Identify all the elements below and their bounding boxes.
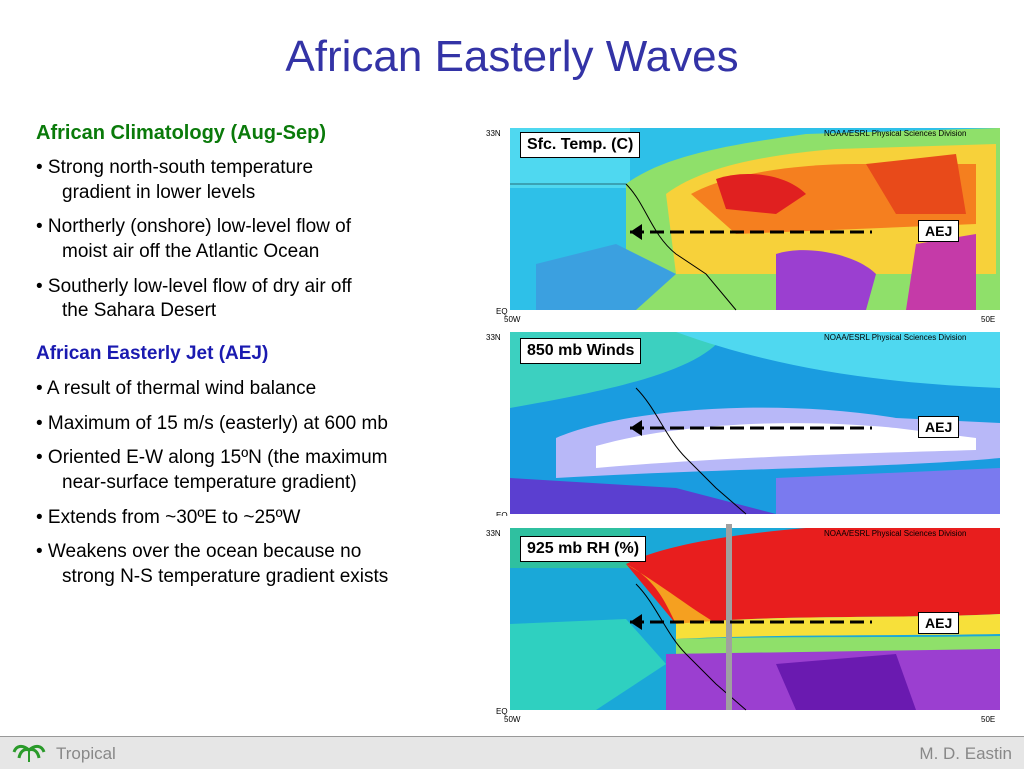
bullet: • Southerly low-level flow of dry air of… xyxy=(36,275,352,322)
climatology-heading: African Climatology (Aug-Sep) xyxy=(36,122,327,144)
svg-text:NOAA/ESRL Physical Sciences Di: NOAA/ESRL Physical Sciences Division xyxy=(824,129,966,138)
footer-left: Tropical xyxy=(56,744,116,763)
bullet: • Oriented E-W along 15ºN (the maximum ne… xyxy=(36,447,388,493)
svg-text:EQ: EQ xyxy=(496,707,508,716)
svg-text:50E: 50E xyxy=(981,315,995,324)
bullet: • Strong north-south temperature gradient… xyxy=(36,157,314,203)
rh-label: 925 mb RH (%) xyxy=(520,536,647,562)
svg-text:50W: 50W xyxy=(504,315,521,324)
aej-label: AEJ xyxy=(918,416,960,438)
bullet: • Extends from ~30ºE to ~25ºW xyxy=(36,506,301,528)
svg-text:33N: 33N xyxy=(486,129,501,138)
svg-text:33N: 33N xyxy=(486,529,501,538)
text-panel: African Climatology (Aug-Sep) • Strong n… xyxy=(36,120,476,600)
bullet: • A result of thermal wind balance xyxy=(36,377,317,399)
slide-title: African Easterly Waves xyxy=(285,32,739,81)
bullet: • Northerly (onshore) low-level flow of m… xyxy=(36,216,351,263)
svg-text:33N: 33N xyxy=(486,333,501,342)
svg-text:NOAA/ESRL Physical Sciences Di: NOAA/ESRL Physical Sciences Division xyxy=(824,529,966,538)
svg-text:50W: 50W xyxy=(504,715,521,724)
rh-map: 33N EQ 50W 50E NOAA/ESRL Physical Scienc… xyxy=(476,524,1012,724)
sfc-temp-label: Sfc. Temp. (C) xyxy=(520,132,641,158)
bullet: • Maximum of 15 m/s (easterly) at 600 mb xyxy=(36,412,388,434)
svg-text:NOAA/ESRL Physical Sciences Di: NOAA/ESRL Physical Sciences Division xyxy=(824,333,966,342)
winds-map-image: 33N EQ NOAA/ESRL Physical Sciences Divis… xyxy=(486,332,1000,516)
svg-text:EQ: EQ xyxy=(496,307,508,316)
aej-heading: African Easterly Jet (AEJ) xyxy=(36,343,269,365)
footer: Tropical M. D. Eastin xyxy=(0,736,1024,769)
sfc-temp-map: 33N EQ 50W 50E NOAA/ESRL Physical Scienc… xyxy=(476,124,1012,324)
winds-label: 850 mb Winds xyxy=(520,338,642,364)
footer-right: M. D. Eastin xyxy=(919,744,1012,763)
svg-text:EQ: EQ xyxy=(496,511,508,516)
aej-label: AEJ xyxy=(918,220,960,242)
palm-logo-icon xyxy=(12,744,46,762)
aej-label: AEJ xyxy=(918,612,960,634)
bullet: • Weakens over the ocean because no stron… xyxy=(36,541,389,587)
svg-text:50E: 50E xyxy=(981,715,995,724)
winds-map: 33N EQ NOAA/ESRL Physical Sciences Divis… xyxy=(476,328,1012,528)
